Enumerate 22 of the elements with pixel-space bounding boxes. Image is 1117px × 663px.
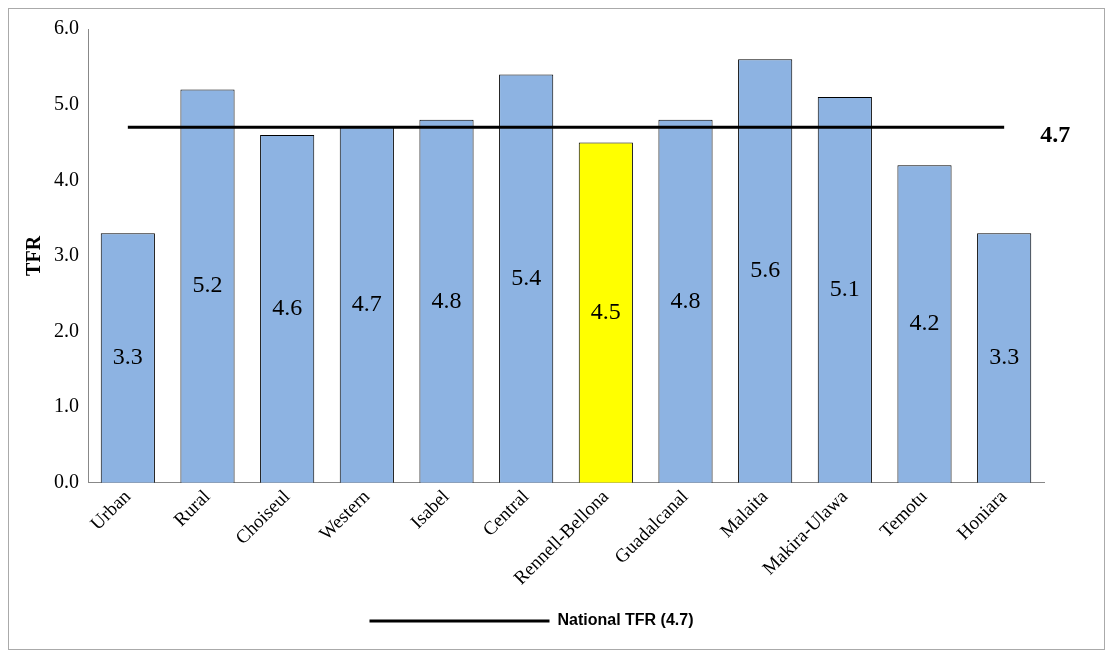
data-label: 4.5 <box>590 297 621 324</box>
y-tick-label: 4.0 <box>54 167 79 190</box>
data-label: 4.6 <box>272 294 303 321</box>
data-label: 4.8 <box>431 286 462 313</box>
y-tick-label: 0.0 <box>54 470 79 493</box>
data-label: 4.7 <box>351 290 382 317</box>
data-label: 5.2 <box>192 271 223 298</box>
data-label: 4.2 <box>909 309 940 336</box>
y-tick-label: 1.0 <box>54 394 79 417</box>
y-axis-title: TFR <box>22 235 45 276</box>
data-label: 5.1 <box>829 275 860 302</box>
y-tick-label: 6.0 <box>54 16 79 39</box>
data-label: 5.6 <box>750 256 781 283</box>
data-label: 4.7 <box>1040 120 1071 147</box>
data-label: 3.3 <box>989 343 1020 370</box>
data-label: 5.4 <box>511 263 542 290</box>
data-label: 4.8 <box>670 286 701 313</box>
y-tick-label: 3.0 <box>54 243 79 266</box>
text: National TFR (4.7) <box>557 611 694 629</box>
data-label: 3.3 <box>112 343 143 370</box>
y-tick-label: 2.0 <box>54 318 79 341</box>
y-tick-label: 5.0 <box>54 91 79 114</box>
